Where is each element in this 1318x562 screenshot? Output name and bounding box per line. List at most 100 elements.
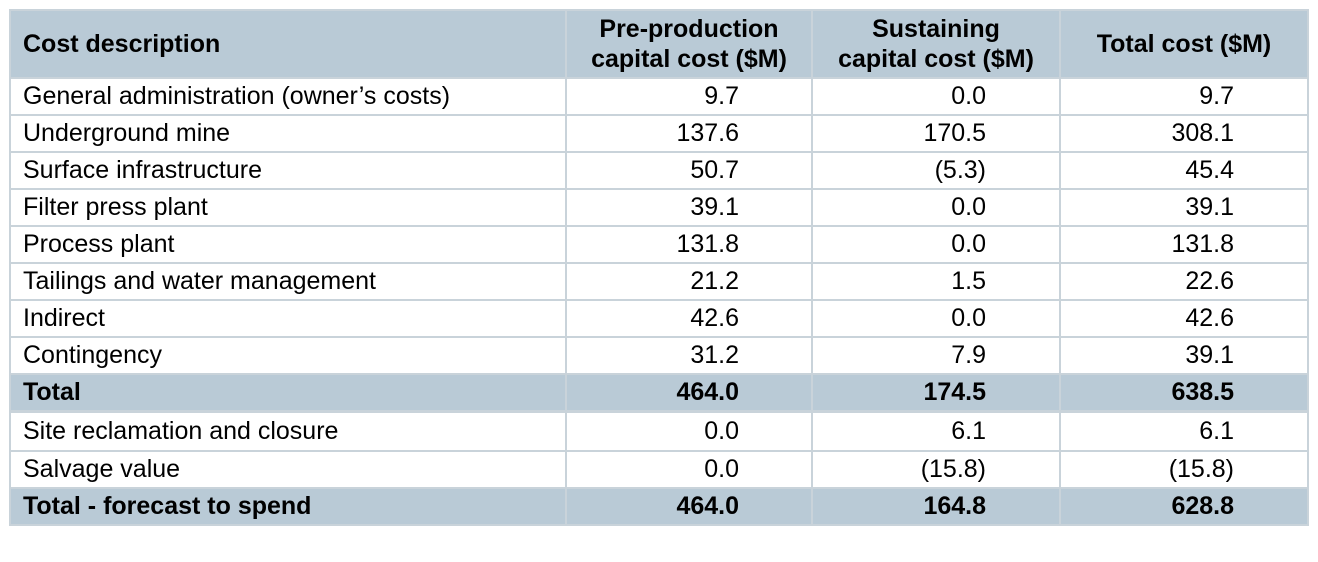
cell-value: 7.9 [951,341,986,369]
row-sustaining: 0.0 [811,77,1061,116]
cell-value: 174.5 [923,378,986,406]
row-pre-production: 131.8 [565,225,813,264]
table-row: Site reclamation and closure 0.0 6.1 6.1 [9,410,1309,452]
row-sustaining: (15.8) [811,450,1061,489]
cell-value: 42.6 [1185,304,1234,332]
row-pre-production: 0.0 [565,410,813,452]
row-pre-production: 21.2 [565,262,813,301]
row-sustaining: 7.9 [811,336,1061,375]
cell-value: 21.2 [690,267,739,295]
header-pre-production-line1: Pre-production [599,15,779,43]
row-pre-production: 42.6 [565,299,813,338]
cell-value: (15.8) [920,455,986,483]
row-pre-production: 137.6 [565,114,813,153]
table-row: Contingency 31.2 7.9 39.1 [9,336,1309,375]
row-description: Site reclamation and closure [9,410,567,452]
cell-value: 6.1 [951,417,986,445]
row-description: Salvage value [9,450,567,489]
row-total: (15.8) [1059,450,1309,489]
cell-value: 137.6 [676,119,739,147]
table-row: Indirect 42.6 0.0 42.6 [9,299,1309,338]
cell-value: 308.1 [1171,119,1234,147]
cell-value: 0.0 [951,193,986,221]
cell-value: 164.8 [923,492,986,520]
row-total: 39.1 [1059,336,1309,375]
cell-value: 9.7 [1199,82,1234,110]
cell-value: 131.8 [1171,230,1234,258]
capital-cost-table: Cost description Pre-production capital … [9,9,1309,526]
final-total-description: Total - forecast to spend [9,487,567,526]
table-header: Cost description Pre-production capital … [9,9,1309,79]
row-total: 45.4 [1059,151,1309,190]
cell-value: 39.1 [690,193,739,221]
cell-value: 50.7 [690,156,739,184]
row-pre-production: 9.7 [565,77,813,116]
cell-value: 0.0 [951,230,986,258]
table-row: General administration (owner’s costs) 9… [9,77,1309,116]
final-total-row: Total - forecast to spend 464.0 164.8 62… [9,487,1309,526]
cell-value: 0.0 [704,455,739,483]
header-pre-production-line2: capital cost ($M) [591,45,787,73]
row-sustaining: 1.5 [811,262,1061,301]
row-description: Indirect [9,299,567,338]
row-sustaining: 170.5 [811,114,1061,153]
cell-value: 6.1 [1199,417,1234,445]
row-pre-production: 0.0 [565,450,813,489]
table-body: General administration (owner’s costs) 9… [9,77,1309,526]
header-sustaining-line2: capital cost ($M) [838,45,1034,73]
cell-value: 45.4 [1185,156,1234,184]
total-description: Total [9,373,567,413]
final-total-sustaining: 164.8 [811,487,1061,526]
cell-value: 31.2 [690,341,739,369]
cell-value: 131.8 [676,230,739,258]
row-sustaining: 0.0 [811,225,1061,264]
row-description: Contingency [9,336,567,375]
cell-value: 42.6 [690,304,739,332]
table-row: Process plant 131.8 0.0 131.8 [9,225,1309,264]
cell-value: 638.5 [1171,378,1234,406]
row-total: 131.8 [1059,225,1309,264]
table-row: Salvage value 0.0 (15.8) (15.8) [9,450,1309,489]
row-total: 9.7 [1059,77,1309,116]
row-total: 39.1 [1059,188,1309,227]
table-row: Surface infrastructure 50.7 (5.3) 45.4 [9,151,1309,190]
cell-value: 9.7 [704,82,739,110]
total-total: 638.5 [1059,373,1309,413]
row-total: 308.1 [1059,114,1309,153]
header-pre-production: Pre-production capital cost ($M) [565,9,813,79]
total-pre-production: 464.0 [565,373,813,413]
cell-value: 0.0 [951,82,986,110]
header-sustaining-line1: Sustaining [872,15,1000,43]
cell-value: (15.8) [1168,455,1234,483]
table-row: Tailings and water management 21.2 1.5 2… [9,262,1309,301]
header-sustaining: Sustaining capital cost ($M) [811,9,1061,79]
row-pre-production: 31.2 [565,336,813,375]
table-row: Underground mine 137.6 170.5 308.1 [9,114,1309,153]
cell-value: 0.0 [704,417,739,445]
row-sustaining: 0.0 [811,188,1061,227]
row-description: Surface infrastructure [9,151,567,190]
cell-value: 39.1 [1185,341,1234,369]
row-sustaining: 0.0 [811,299,1061,338]
cell-value: 628.8 [1171,492,1234,520]
row-description: General administration (owner’s costs) [9,77,567,116]
cell-value: 464.0 [676,378,739,406]
cell-value: 170.5 [923,119,986,147]
table-row: Filter press plant 39.1 0.0 39.1 [9,188,1309,227]
cell-value: 0.0 [951,304,986,332]
total-row: Total 464.0 174.5 638.5 [9,373,1309,413]
row-description: Process plant [9,225,567,264]
row-sustaining: (5.3) [811,151,1061,190]
final-total-pre-production: 464.0 [565,487,813,526]
row-pre-production: 39.1 [565,188,813,227]
header-cost-description: Cost description [9,9,567,79]
row-description: Tailings and water management [9,262,567,301]
total-sustaining: 174.5 [811,373,1061,413]
row-total: 6.1 [1059,410,1309,452]
row-pre-production: 50.7 [565,151,813,190]
row-description: Filter press plant [9,188,567,227]
cell-value: 39.1 [1185,193,1234,221]
cell-value: 1.5 [951,267,986,295]
final-total-total: 628.8 [1059,487,1309,526]
header-total-cost: Total cost ($M) [1059,9,1309,79]
